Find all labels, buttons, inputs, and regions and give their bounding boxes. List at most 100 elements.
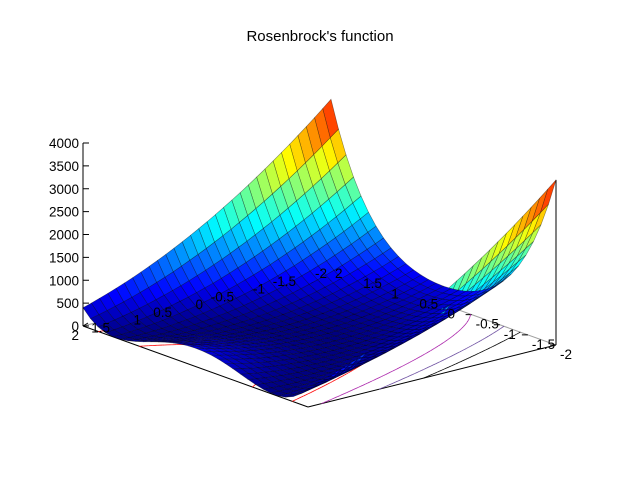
y-tick-label: 1.5: [91, 320, 110, 335]
contour-segment: [483, 337, 486, 340]
contour-segment: [434, 371, 438, 374]
contour-segment: [310, 391, 313, 393]
contour-segment: [494, 344, 497, 346]
contour-segment: [478, 351, 482, 354]
contour-segment: [475, 353, 477, 356]
contour-segment: [332, 397, 336, 400]
contour-segment: [461, 349, 465, 352]
z-tick-label: 2500: [49, 205, 79, 220]
contour-segment: [465, 347, 469, 349]
contour-segment: [360, 384, 364, 387]
contour-segment: [510, 336, 513, 338]
contour-segment: [381, 386, 385, 389]
contour-segment: [439, 360, 443, 363]
contour-segment: [500, 340, 504, 343]
contour-segment: [463, 348, 467, 351]
contour-segment: [455, 352, 458, 355]
contour-segment: [464, 323, 467, 326]
x-tick-label: 1: [391, 286, 399, 301]
contour-segment: [497, 343, 500, 345]
contour-segment: [445, 339, 448, 342]
x-tick-label: 2: [335, 266, 343, 281]
contour-segment: [453, 363, 457, 366]
contour-segment: [465, 358, 468, 360]
contour-segment: [414, 358, 417, 361]
z-tick-label: 0: [71, 319, 79, 334]
contour-segment: [296, 397, 300, 400]
contour-segment: [372, 379, 374, 382]
contour-segment: [451, 335, 453, 338]
contour-segment: [458, 329, 461, 332]
contour-segment: [446, 366, 450, 369]
contour-segment: [468, 345, 471, 348]
contour-segment: [365, 382, 368, 385]
contour-segment: [415, 357, 419, 360]
contour-segment: [448, 365, 451, 368]
contour-segment: [460, 360, 464, 363]
contour-segment: [492, 345, 495, 348]
contour-segment: [466, 320, 469, 323]
contour-segment: [303, 394, 307, 397]
z-tick-label: 3500: [49, 159, 79, 174]
contour-segment: [428, 350, 431, 353]
contour-segment: [411, 359, 415, 362]
contour-segment: [518, 331, 521, 334]
contour-segment: [500, 327, 503, 330]
contour-segment: [444, 367, 447, 370]
contour-segment: [386, 384, 389, 387]
contour-segment: [439, 343, 443, 346]
contour-segment: [448, 338, 450, 340]
contour-segment: [378, 376, 382, 379]
contour-segment: [353, 388, 357, 390]
contour-segment: [355, 387, 358, 389]
contour-segment: [423, 367, 427, 370]
contour-segment: [402, 377, 406, 380]
contour-segment: [455, 362, 459, 365]
contour-segment: [312, 390, 315, 392]
contour-segment: [430, 349, 433, 351]
contour-segment: [341, 393, 345, 396]
contour-segment: [485, 348, 489, 351]
contour-segment: [403, 364, 406, 367]
contour-segment: [460, 327, 463, 330]
y-tick-label: 0.5: [153, 305, 172, 320]
contour-segment: [431, 364, 434, 367]
contour-segment: [390, 370, 393, 373]
contour-segment: [385, 373, 389, 375]
contour-segment: [395, 368, 397, 371]
contour-segment: [252, 386, 254, 388]
contour-segment: [425, 375, 428, 378]
x-tick-label: -1: [504, 327, 516, 342]
contour-segment: [426, 351, 429, 354]
contour-segment: [459, 361, 461, 363]
y-tick: [82, 322, 89, 327]
contour-segment: [417, 356, 421, 359]
contour-segment: [388, 371, 391, 374]
contour-segment: [454, 333, 457, 335]
contour-segment: [444, 358, 447, 360]
contour-segment: [388, 383, 392, 386]
contour-segment: [327, 382, 331, 385]
contour-segment: [441, 359, 445, 362]
contour-segment: [339, 394, 343, 396]
contour-segment: [467, 357, 470, 359]
y-tick-label: -2: [315, 266, 327, 281]
contour-segment: [253, 384, 256, 386]
contour-segment: [354, 367, 357, 370]
contour-segment: [447, 339, 449, 341]
contour-segment: [408, 361, 410, 364]
z-tick-label: 4000: [49, 136, 79, 151]
contour-segment: [338, 376, 341, 379]
surface-facet: [82, 302, 100, 319]
z-tick-label: 1000: [49, 273, 79, 288]
z-tick-label: 1500: [49, 250, 79, 265]
contour-segment: [353, 368, 356, 371]
z-tick-label: 2000: [49, 228, 79, 243]
chart-title: Rosenbrock's function: [246, 28, 394, 45]
contour-segment: [511, 335, 515, 338]
contour-segment: [436, 345, 439, 348]
contour-segment: [452, 334, 455, 337]
contour-segment: [493, 332, 495, 334]
contour-segment: [322, 401, 326, 404]
contour-segment: [334, 396, 338, 399]
